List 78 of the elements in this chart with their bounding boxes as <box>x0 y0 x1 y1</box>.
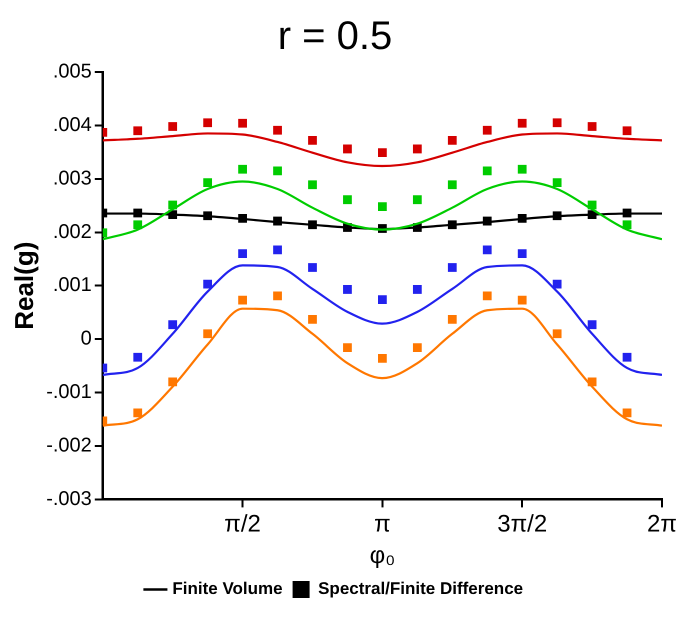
x-tick-label: 2π <box>647 510 677 538</box>
point <box>588 200 596 210</box>
point <box>552 280 562 288</box>
y-tick-label: .001 <box>52 274 92 296</box>
point <box>622 126 632 136</box>
y-tick-label: .002 <box>52 220 92 243</box>
point <box>203 178 212 187</box>
legend-label: Spectral/Finite Difference <box>318 579 524 598</box>
point <box>343 343 352 352</box>
x-tick-label: π/2 <box>224 510 261 538</box>
point <box>308 314 317 324</box>
point <box>238 249 247 258</box>
x-tick-label: π <box>374 510 391 538</box>
point <box>273 166 282 176</box>
point <box>168 320 178 330</box>
point <box>448 263 457 272</box>
point <box>412 144 422 154</box>
point <box>378 202 387 212</box>
point <box>273 126 282 135</box>
line-series <box>102 264 662 376</box>
point <box>482 126 492 135</box>
y-tick-label: -.003 <box>46 488 92 510</box>
point <box>378 148 387 158</box>
point <box>552 118 562 128</box>
y-tick-label: 0 <box>80 328 92 350</box>
y-tick-label: -.002 <box>46 434 92 456</box>
chart-title: r = 0.5 <box>278 14 392 58</box>
point <box>343 195 352 204</box>
point <box>412 285 422 294</box>
line-series <box>102 180 662 240</box>
legend-label: Finite Volume <box>172 579 283 598</box>
point <box>238 118 247 128</box>
point <box>378 295 387 304</box>
point <box>448 314 457 324</box>
point <box>273 246 282 254</box>
point <box>622 352 632 362</box>
point <box>308 180 317 190</box>
x-axis-title: φ₀ <box>370 542 396 570</box>
line-series <box>102 132 662 168</box>
point <box>133 352 142 362</box>
point <box>622 408 632 418</box>
point <box>203 118 212 128</box>
point <box>622 220 632 230</box>
point <box>518 296 527 305</box>
point <box>552 329 562 338</box>
point <box>588 122 596 131</box>
point <box>203 280 212 288</box>
point <box>588 320 596 330</box>
point <box>518 118 527 128</box>
point <box>448 180 457 190</box>
point <box>412 343 422 352</box>
point <box>518 249 527 258</box>
y-tick-label: .003 <box>52 167 92 190</box>
x-tick-label: 3π/2 <box>497 510 548 538</box>
y-tick-label: .005 <box>52 60 92 83</box>
line-series <box>102 308 662 427</box>
y-tick-label: -.001 <box>46 381 92 404</box>
point <box>343 285 352 294</box>
point <box>238 164 247 174</box>
point <box>482 246 492 254</box>
point <box>518 164 527 174</box>
point <box>552 178 562 187</box>
point <box>133 408 142 418</box>
point <box>168 122 178 131</box>
point <box>308 263 317 272</box>
point <box>482 166 492 176</box>
point <box>133 126 142 136</box>
point <box>343 144 352 154</box>
point <box>238 296 247 305</box>
point <box>273 291 282 300</box>
y-axis-title: Real(g) <box>8 242 39 330</box>
y-tick-label: .004 <box>52 114 92 136</box>
point <box>203 329 212 338</box>
point <box>308 136 317 145</box>
point <box>482 291 492 300</box>
point <box>412 195 422 204</box>
point <box>378 354 387 363</box>
point <box>448 136 457 145</box>
